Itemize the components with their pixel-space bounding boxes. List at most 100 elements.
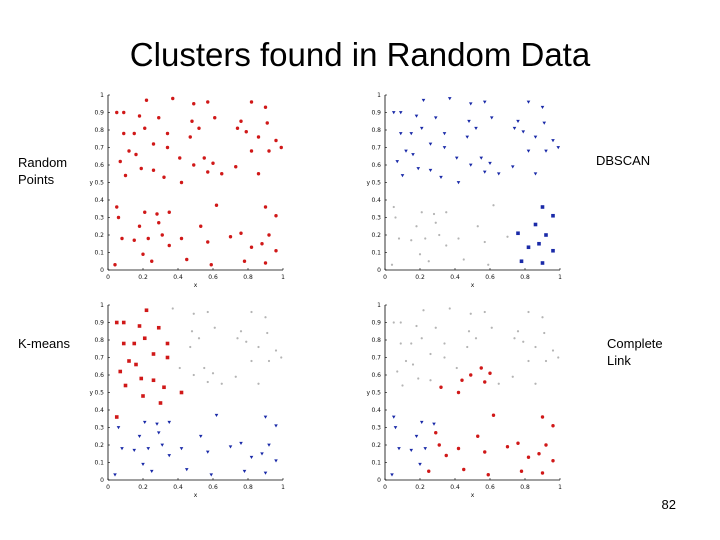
data-point (137, 114, 142, 118)
data-point (220, 382, 223, 385)
y-tick-label: 0.8 (371, 127, 381, 134)
data-point (409, 132, 414, 136)
data-point (143, 126, 147, 130)
data-point (144, 98, 149, 102)
data-point (249, 245, 254, 249)
y-tick-label: 0.2 (94, 442, 104, 449)
x-tick-label: 0.6 (485, 484, 495, 491)
data-point (433, 116, 438, 120)
data-point (516, 231, 520, 236)
y-tick-label: 0.9 (94, 110, 104, 117)
label-kmeans: K-means (18, 336, 71, 351)
data-point (160, 443, 165, 447)
data-point (206, 240, 210, 244)
data-point (202, 156, 206, 160)
data-point (551, 424, 555, 428)
x-tick-label: 0 (383, 484, 387, 491)
x-axis-label: x (471, 492, 475, 499)
data-point (442, 132, 447, 136)
data-point (476, 434, 480, 438)
data-point (220, 172, 224, 176)
data-point (404, 359, 408, 363)
x-axis-label: x (471, 282, 475, 289)
data-point (120, 447, 124, 451)
data-point (144, 308, 149, 313)
data-point (456, 181, 461, 185)
y-tick-label: 0.9 (371, 110, 381, 117)
y-axis-label: y (366, 390, 370, 397)
data-point (417, 377, 420, 380)
data-point (462, 258, 465, 261)
data-point (418, 462, 422, 467)
data-point (401, 384, 404, 387)
data-point (527, 359, 530, 363)
y-tick-label: 0 (100, 477, 104, 484)
data-point (521, 130, 526, 134)
data-point (415, 225, 418, 228)
data-point (443, 356, 446, 359)
data-point (113, 473, 117, 477)
y-tick-label: 0.7 (371, 355, 381, 362)
y-tick-label: 0.4 (371, 407, 381, 414)
data-point (556, 146, 561, 150)
data-point (445, 244, 448, 247)
data-point (214, 203, 219, 207)
data-point (540, 415, 545, 419)
data-point (139, 166, 143, 171)
data-point (474, 126, 478, 131)
data-point (116, 215, 121, 220)
data-point (274, 424, 278, 428)
data-point (274, 459, 278, 463)
slide-title: Clusters found in Random Data (129, 36, 591, 73)
y-tick-label: 0.3 (371, 425, 381, 432)
data-point (118, 159, 122, 164)
data-point (156, 431, 161, 435)
data-point (142, 420, 147, 425)
data-point (487, 263, 490, 266)
data-point (142, 336, 147, 341)
data-point (137, 324, 142, 328)
data-point (393, 426, 398, 430)
data-point (132, 238, 136, 242)
data-point (465, 135, 470, 139)
data-point (274, 214, 278, 218)
data-point (390, 473, 394, 477)
data-point (132, 341, 137, 346)
data-point (179, 447, 184, 451)
data-point (533, 222, 538, 227)
data-point (165, 355, 170, 360)
data-point (489, 116, 494, 120)
data-point (279, 145, 283, 150)
data-point (457, 237, 460, 240)
y-tick-label: 0.8 (371, 337, 381, 344)
data-point (516, 330, 520, 333)
data-point (151, 352, 156, 356)
data-point (257, 382, 260, 385)
x-tick-label: 1 (558, 274, 562, 281)
data-point (274, 349, 278, 352)
data-point (411, 363, 415, 366)
scatter-kmeans: 0 0.1 0.2 0.3 0.4 0.5 0.6 0.7 0.8 0.9 1 0 0.2 0.4 0.6 0… (89, 302, 285, 499)
data-point (162, 175, 166, 179)
data-point (397, 447, 401, 451)
data-point (122, 110, 126, 115)
data-point (265, 121, 269, 125)
data-point (185, 257, 189, 262)
data-point (206, 380, 209, 384)
data-point (468, 102, 473, 106)
data-point (541, 316, 544, 319)
data-point (156, 325, 161, 330)
data-point (448, 307, 451, 310)
data-point (399, 342, 402, 345)
data-point (432, 212, 436, 216)
y-tick-label: 0.8 (94, 127, 104, 134)
y-tick-label: 0.4 (371, 197, 381, 204)
y-tick-label: 1 (100, 92, 104, 99)
data-point (249, 100, 254, 104)
y-tick-label: 0.3 (94, 425, 104, 432)
x-tick-label: 0.4 (450, 274, 460, 281)
data-point (199, 224, 203, 228)
data-point (397, 237, 401, 240)
data-point (141, 252, 145, 256)
y-tick-label: 0.7 (371, 145, 381, 152)
